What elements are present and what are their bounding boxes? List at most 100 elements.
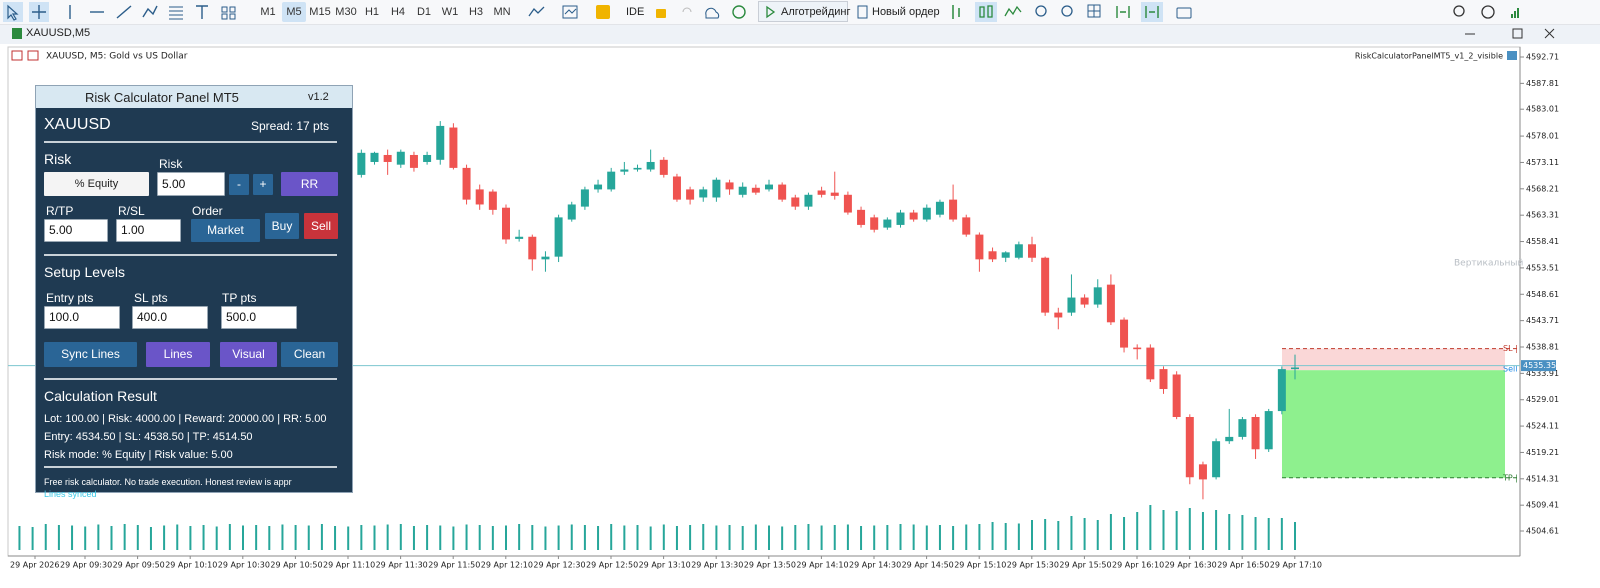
lines-button[interactable]: Lines xyxy=(146,342,210,367)
x-tick-label: 29 Apr 10:50 xyxy=(270,561,322,570)
ide-button[interactable]: IDE xyxy=(626,6,645,18)
y-tick-label: 4583.01 xyxy=(1526,105,1559,114)
template-icon[interactable] xyxy=(562,5,578,19)
volume-bar xyxy=(623,525,626,550)
candle-body xyxy=(922,207,931,220)
grid-icon[interactable] xyxy=(1087,4,1101,18)
volume-bar xyxy=(452,526,455,550)
order-shape[interactable] xyxy=(857,5,868,19)
zoom-in-icon[interactable] xyxy=(1035,5,1047,17)
cloud-icon[interactable] xyxy=(705,7,720,19)
timeframe-button[interactable]: D1 xyxy=(416,6,432,18)
timeframe-button[interactable]: W1 xyxy=(441,6,459,18)
shift-icon[interactable] xyxy=(1145,6,1159,18)
crosshair-icon[interactable] xyxy=(32,5,46,19)
volume-bar xyxy=(163,525,166,550)
market-icon[interactable] xyxy=(596,5,610,19)
order-type-button[interactable]: Market xyxy=(191,219,260,242)
scroll-icon[interactable] xyxy=(1116,6,1130,18)
spread: Spread: 17 pts xyxy=(251,119,330,133)
rtp-input[interactable]: 5.00 xyxy=(44,219,108,242)
new-order-label[interactable]: Новый ордер xyxy=(872,6,940,18)
candles-icon[interactable] xyxy=(979,5,993,18)
candle-body xyxy=(1212,441,1221,478)
timeframe-button[interactable]: M5 xyxy=(282,2,306,22)
tool-highlight[interactable] xyxy=(975,2,997,22)
risk-mode-button[interactable]: % Equity xyxy=(44,172,149,196)
vps-icon[interactable] xyxy=(732,5,746,19)
account-icon[interactable] xyxy=(1481,5,1495,19)
line-icon[interactable] xyxy=(1004,5,1022,17)
risk-panel: Risk Calculator Panel MT5 v1.2 XAUUSD Sp… xyxy=(35,85,353,493)
bars-icon[interactable] xyxy=(952,5,960,19)
volume-bar xyxy=(1096,520,1099,550)
volume-bar xyxy=(807,524,810,550)
chart-tab[interactable]: XAUUSD,M5 xyxy=(26,27,91,39)
panel-title-bar[interactable]: Risk Calculator Panel MT5 v1.2 xyxy=(36,86,352,108)
window-controls xyxy=(1465,28,1555,39)
algo-label[interactable]: Алготрейдинг xyxy=(781,6,851,18)
search-icon[interactable] xyxy=(1453,5,1465,17)
volume-bar xyxy=(1017,523,1020,550)
candle-body xyxy=(1120,319,1129,348)
field-label: Risk xyxy=(159,157,183,171)
candle-body xyxy=(751,187,760,193)
timeframe-button[interactable]: H1 xyxy=(364,6,380,18)
signal-bars-icon[interactable] xyxy=(1511,8,1519,18)
timeframe-button[interactable]: H4 xyxy=(390,6,406,18)
timeframe-button[interactable]: MN xyxy=(493,6,511,18)
bag-icon[interactable] xyxy=(656,9,666,18)
y-tick-label: 4587.81 xyxy=(1526,79,1559,88)
shapes-icon[interactable] xyxy=(221,6,236,20)
candle-body xyxy=(896,212,905,225)
y-tick-label: 4533.91 xyxy=(1526,369,1559,378)
rsl-input[interactable]: 1.00 xyxy=(116,219,181,242)
maximize-button[interactable] xyxy=(1512,28,1523,39)
volume-bar xyxy=(84,526,87,550)
candle-body xyxy=(594,184,603,190)
volume-bar xyxy=(978,524,981,550)
buy-button[interactable]: Buy xyxy=(265,213,299,239)
candle-body xyxy=(449,127,458,168)
close-button[interactable] xyxy=(1544,28,1555,39)
zoom-out-icon[interactable] xyxy=(1061,5,1073,17)
sell-button[interactable]: Sell xyxy=(304,213,338,239)
timeframe-button[interactable]: M30 xyxy=(335,6,357,18)
volume-bar xyxy=(1254,517,1257,550)
timeframe-button[interactable]: H3 xyxy=(468,6,484,18)
volume-bar xyxy=(31,527,34,550)
text-icon[interactable] xyxy=(196,5,208,19)
timeframe-button[interactable]: M15 xyxy=(309,6,331,18)
candle-body xyxy=(633,167,642,170)
sync-lines-button[interactable]: Sync Lines xyxy=(44,342,137,367)
price-label-box xyxy=(1521,360,1556,372)
timeframe-button[interactable]: M1 xyxy=(260,6,276,18)
clean-button[interactable]: Clean xyxy=(281,342,338,367)
channel-icon[interactable] xyxy=(142,5,158,18)
y-tick-label: 4504.61 xyxy=(1526,527,1559,536)
cursor-icon[interactable] xyxy=(7,4,19,21)
trend-icon[interactable] xyxy=(116,5,132,19)
field-label: SL pts xyxy=(134,291,168,305)
signal-icon[interactable] xyxy=(682,7,692,13)
visual-button[interactable]: Visual xyxy=(220,342,277,367)
price-label: 4535.35 xyxy=(1523,361,1556,370)
indicator-icon[interactable] xyxy=(528,6,545,17)
y-tick-label: 4519.21 xyxy=(1526,448,1559,457)
entry-input[interactable]: 100.0 xyxy=(44,306,120,329)
play-shape[interactable] xyxy=(766,5,776,19)
minus-button[interactable]: - xyxy=(229,174,249,195)
fibo-icon[interactable] xyxy=(169,6,183,20)
volume-bar xyxy=(636,525,639,550)
risk-input[interactable]: 5.00 xyxy=(157,172,225,196)
sl-input[interactable]: 400.0 xyxy=(132,306,208,329)
candle-body xyxy=(646,161,655,170)
screenshot-icon[interactable] xyxy=(1176,7,1192,19)
algo-button[interactable] xyxy=(758,1,848,22)
plus-button[interactable]: + xyxy=(253,174,273,195)
tp-input[interactable]: 500.0 xyxy=(221,306,297,329)
candle-body xyxy=(909,212,918,220)
rr-button[interactable]: RR xyxy=(281,172,338,196)
candle-body xyxy=(791,197,800,207)
volume-bar xyxy=(373,525,376,550)
